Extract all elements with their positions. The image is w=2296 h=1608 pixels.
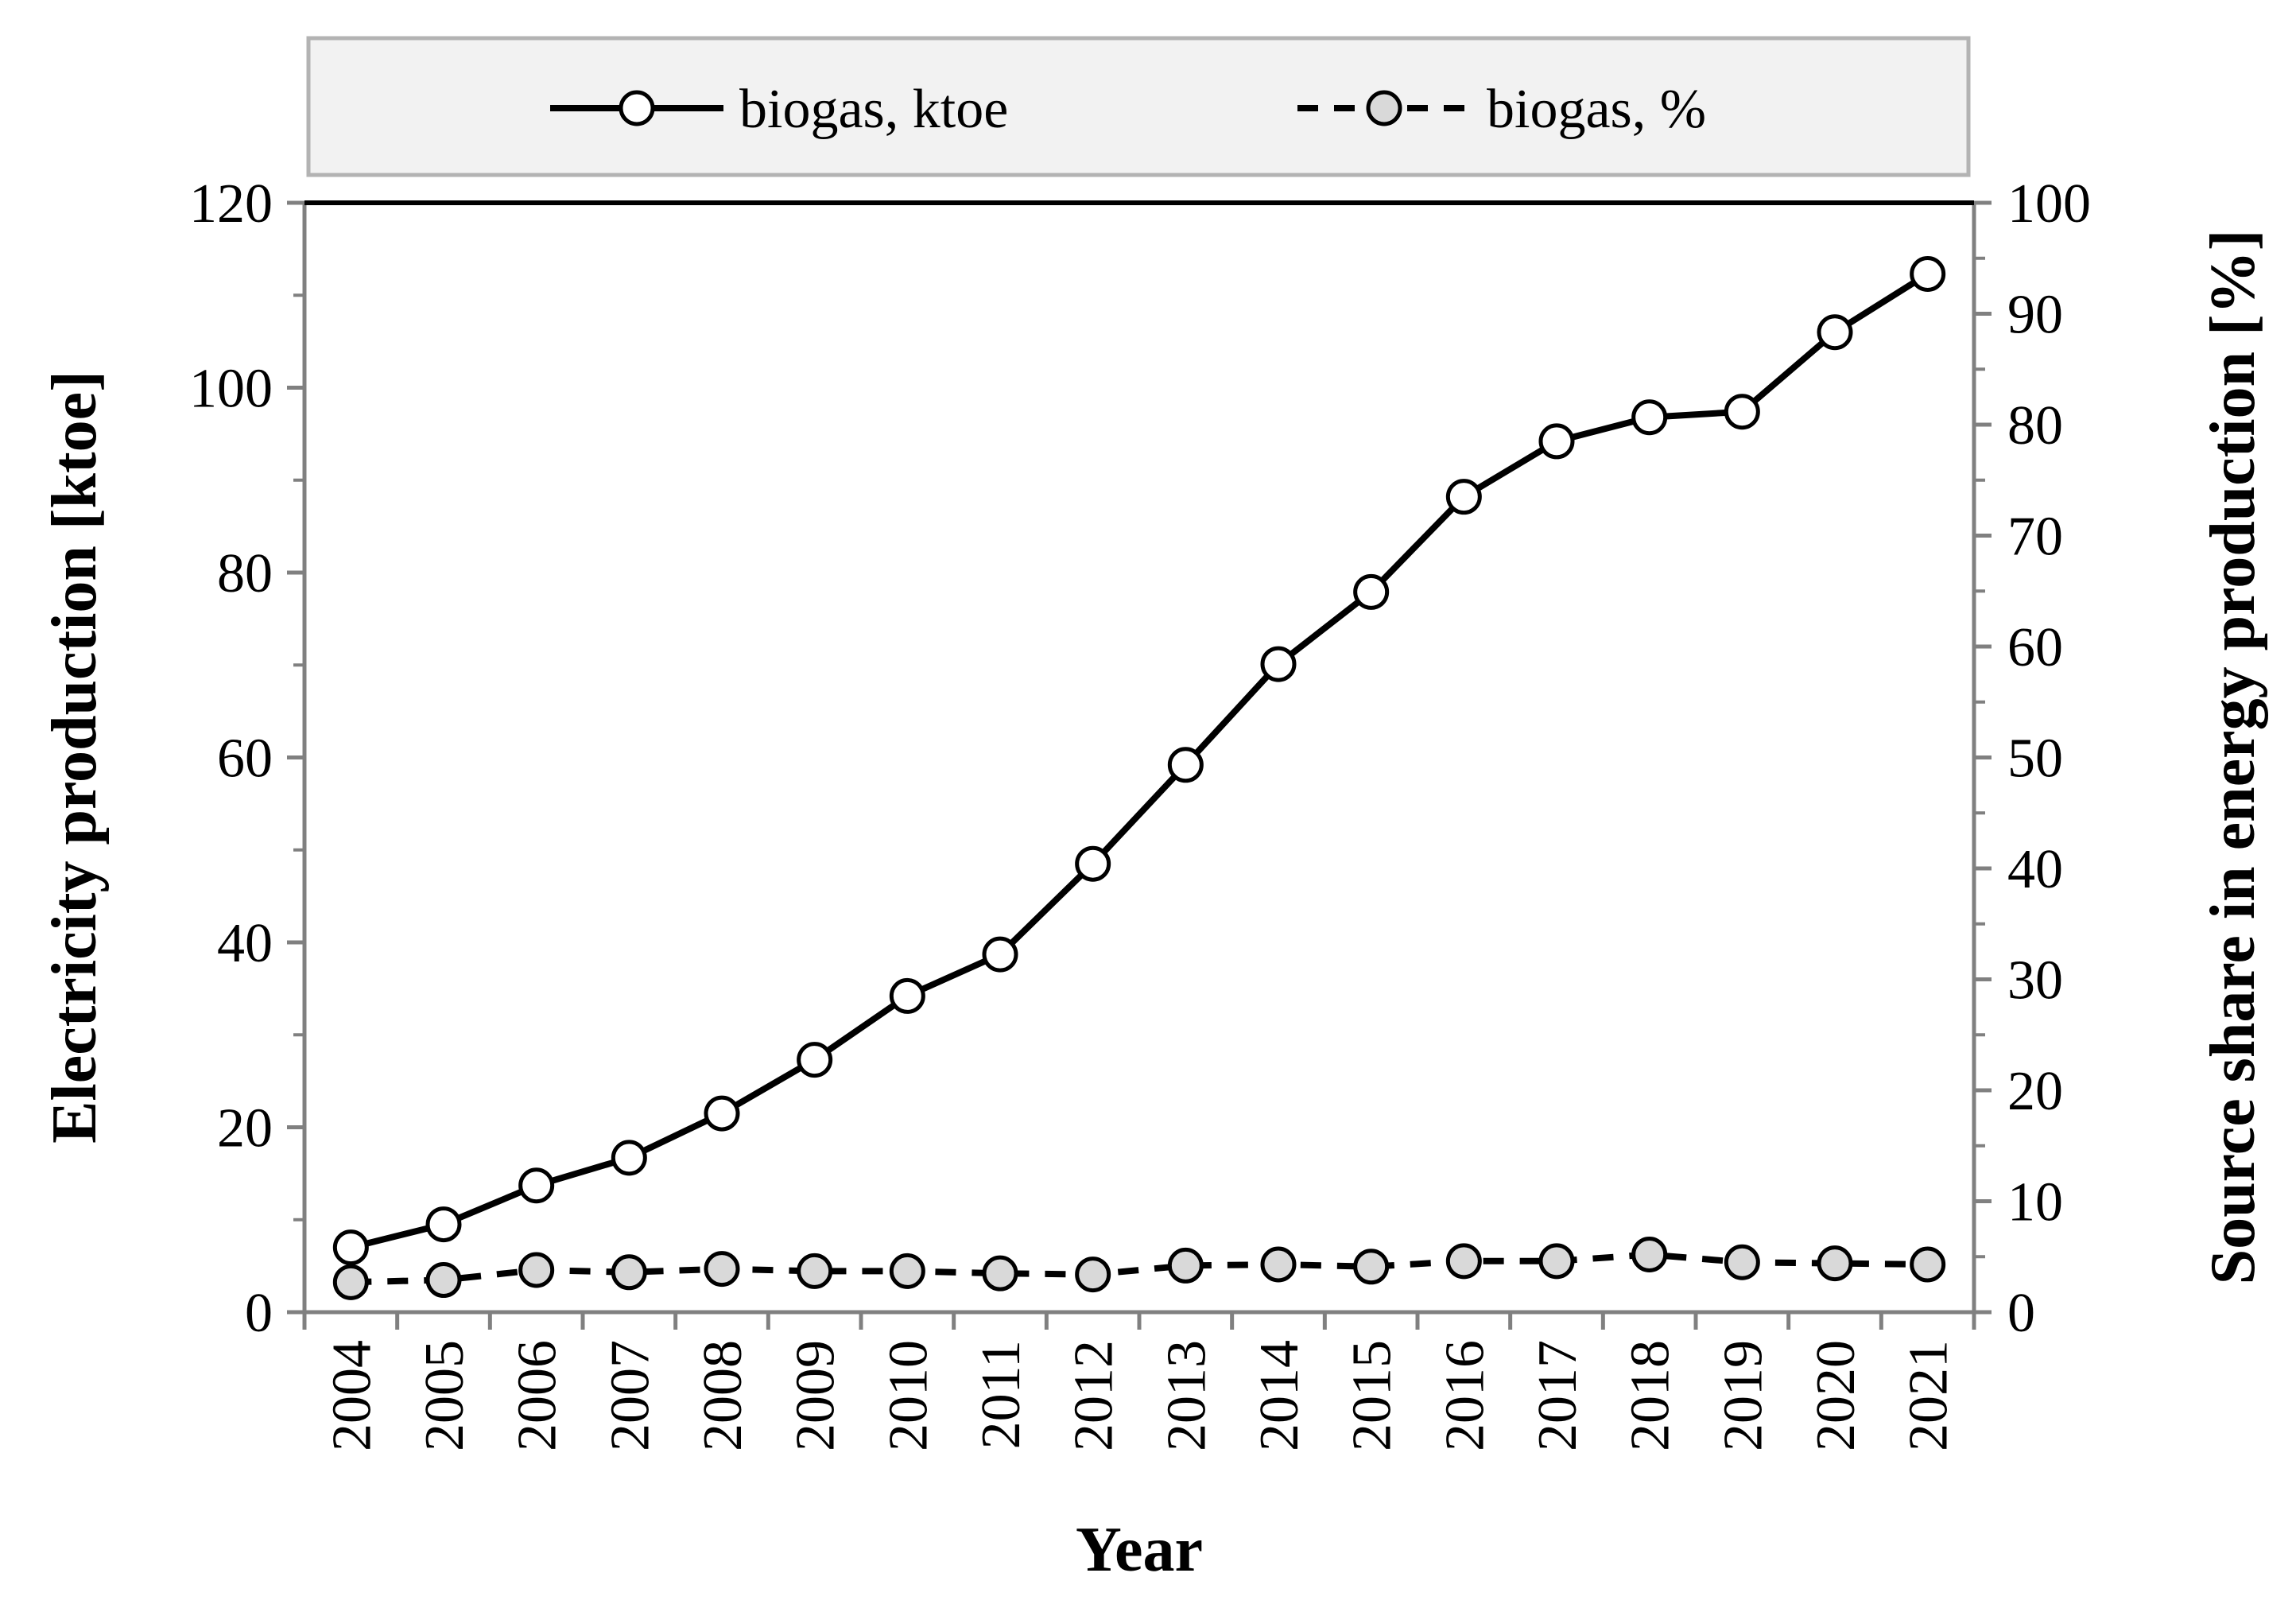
x-tick-label: 2016 (1434, 1340, 1495, 1451)
x-tick-label: 2011 (971, 1340, 1032, 1449)
y2-axis-title: Source share in energy production [%] (2198, 230, 2268, 1285)
series-1-point (1445, 1243, 1482, 1280)
y-axis-title: Electricity production [ktoe] (40, 371, 110, 1144)
legend-label-percent: biogas, % (1487, 79, 1706, 140)
y-tick-label: 100 (189, 359, 273, 420)
y2-tick-label: 100 (2007, 173, 2091, 235)
series-1-point (1910, 1246, 1946, 1283)
series-1-point (425, 1262, 462, 1299)
series-0-point (1724, 394, 1760, 430)
x-tick-label: 2018 (1620, 1340, 1681, 1451)
y-tick-label: 40 (217, 913, 273, 974)
series-1-point (704, 1251, 740, 1288)
series-1-point (518, 1252, 555, 1288)
x-axis-title: Year (1076, 1515, 1203, 1585)
series-1-point (1724, 1244, 1760, 1280)
series-0-point (1631, 399, 1668, 436)
series-0-point (1445, 479, 1482, 515)
series-1-point (1075, 1256, 1111, 1293)
series-1-point (1817, 1245, 1853, 1282)
y2-tick-label: 30 (2007, 950, 2063, 1012)
x-tick-label: 2013 (1156, 1340, 1217, 1451)
series-0-point (611, 1140, 647, 1176)
x-tick-label: 2007 (599, 1340, 661, 1451)
series-1-point (1631, 1236, 1668, 1272)
x-tick-label: 2006 (507, 1340, 568, 1451)
legend-swatch-marker-ktoe (619, 90, 655, 126)
series-1-point (1353, 1249, 1390, 1285)
x-tick-label: 2019 (1712, 1340, 1774, 1451)
y2-tick-label: 40 (2007, 839, 2063, 900)
y-tick-label: 80 (217, 543, 273, 604)
series-0-point (518, 1167, 555, 1204)
series-0-point (797, 1042, 833, 1078)
y-axis-left: 0 20 40 60 80 100 120 (189, 173, 304, 1344)
series-0-point (425, 1206, 462, 1243)
y2-tick-label: 60 (2007, 617, 2063, 678)
y2-tick-label: 10 (2007, 1172, 2063, 1233)
series-0-point (889, 977, 925, 1014)
series-0-point (1353, 573, 1390, 610)
series-1-point (1260, 1246, 1297, 1283)
x-tick-label: 2010 (878, 1340, 939, 1451)
y-tick-label: 20 (217, 1098, 273, 1159)
y-tick-label: 120 (189, 173, 273, 235)
series-0-point (1075, 845, 1111, 882)
legend-swatch-marker-percent (1366, 90, 1402, 126)
series-0-point (332, 1229, 369, 1266)
series-0-point (1538, 423, 1575, 460)
series-1-point (332, 1264, 369, 1300)
y2-tick-label: 50 (2007, 728, 2063, 790)
y2-tick-label: 0 (2007, 1283, 2035, 1344)
x-tick-label: 2012 (1064, 1340, 1125, 1451)
x-tick-label: 2004 (321, 1340, 382, 1451)
x-tick-label: 2020 (1805, 1340, 1867, 1451)
series-0-point (982, 936, 1018, 973)
y-tick-label: 60 (217, 728, 273, 790)
y2-tick-label: 90 (2007, 285, 2063, 346)
series-layer (332, 256, 1946, 1300)
series-1-point (1167, 1247, 1204, 1284)
y-tick-label: 0 (245, 1283, 273, 1344)
legend: biogas, ktoe biogas, % (306, 36, 1971, 177)
series-1-point (797, 1253, 833, 1289)
x-tick-label: 2017 (1527, 1340, 1588, 1451)
x-tick-label: 2021 (1898, 1340, 1960, 1451)
series-1-point (611, 1254, 647, 1291)
series-1-point (889, 1253, 925, 1289)
x-tick-label: 2008 (692, 1340, 754, 1451)
x-tick-label: 2005 (414, 1340, 475, 1451)
y2-tick-label: 80 (2007, 395, 2063, 456)
y2-tick-label: 70 (2007, 507, 2063, 568)
series-0-point (704, 1095, 740, 1132)
x-axis: 2004 2005 2006 2007 2008 2009 2010 2011 2012 2013… (302, 1312, 1976, 1451)
series-0-point (1260, 646, 1297, 682)
series-1-point (1538, 1243, 1575, 1280)
series-0-point (1167, 747, 1204, 783)
x-tick-label: 2014 (1249, 1340, 1310, 1451)
series-1-point (982, 1255, 1018, 1291)
x-tick-label: 2015 (1342, 1340, 1403, 1451)
series-0-point (1910, 256, 1946, 293)
x-tick-label: 2009 (785, 1340, 847, 1451)
y2-tick-label: 20 (2007, 1061, 2063, 1122)
legend-label-ktoe: biogas, ktoe (739, 79, 1008, 140)
y-axis-right: 0 10 20 30 40 50 60 70 80 90 100 (1974, 173, 2091, 1344)
series-0-point (1817, 314, 1853, 351)
